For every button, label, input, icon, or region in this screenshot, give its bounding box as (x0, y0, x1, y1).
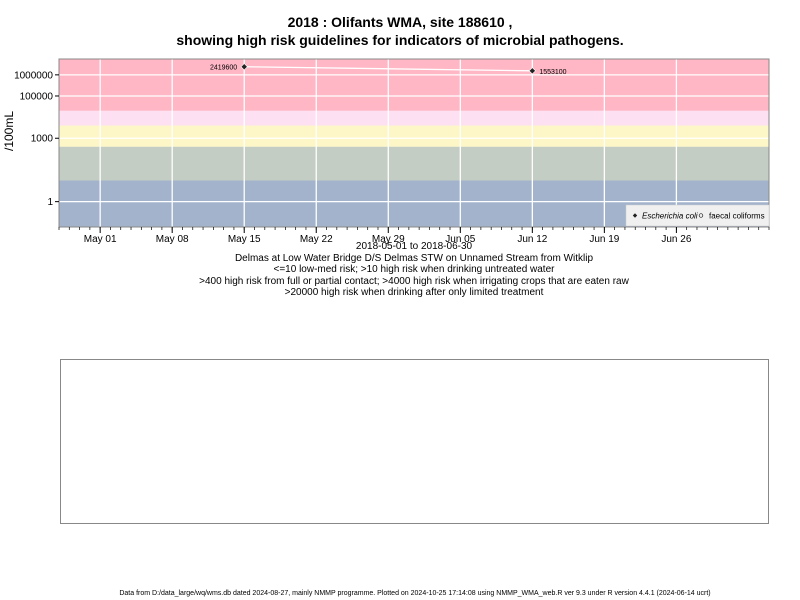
data-label-0-1: 1553100 (539, 69, 566, 76)
risk-band-3 (59, 110, 769, 126)
caption-date-range: 2018-05-01 to 2018-06-30 (355, 241, 473, 252)
risk-band-2 (59, 125, 769, 147)
risk-band-4 (59, 59, 769, 111)
legend-label-ecoli: Escherichia coli (642, 211, 698, 220)
y-tick-label-2: 100000 (20, 91, 54, 102)
x-tick-label-5: Jun 05 (445, 234, 475, 245)
chart-title-line2: showing high risk guidelines for indicat… (176, 32, 624, 48)
data-point-0-1 (528, 67, 536, 75)
chart-title-line1: 2018 : Olifants WMA, site 188610 , (287, 14, 513, 30)
caption-guideline-3: >20000 high risk when drinking after onl… (284, 287, 544, 298)
legend: Escherichia coli faecal coliforms (625, 204, 770, 227)
caption-site: Delmas at Low Water Bridge D/S Delmas ST… (234, 253, 594, 264)
x-tick-label-4: May 29 (372, 234, 405, 245)
x-tick-label-1: May 08 (156, 234, 189, 245)
x-tick-label-7: Jun 19 (589, 234, 619, 245)
risk-bands (59, 59, 769, 227)
legend-label-faecal: faecal coliforms (709, 211, 765, 220)
legend-marker-ecoli (632, 213, 638, 218)
x-tick-label-8: Jun 26 (661, 234, 691, 245)
legend-marker-faecal (698, 213, 704, 218)
chart-svg: May 01 May 08 May 15 May 22 May 29 Jun 05 Jun … (2, 58, 770, 245)
empty-plot-panel (60, 359, 769, 524)
x-tick-label-3: May 22 (300, 234, 333, 245)
data-series: 2419600 1553100 (210, 63, 567, 76)
x-axis: May 01 May 08 May 15 May 22 May 29 Jun 05 Jun … (58, 227, 770, 245)
y-tick-label-1: 1000 (31, 134, 54, 145)
y-tick-label-0: 1 (47, 197, 53, 208)
data-point-0-0 (240, 63, 248, 71)
data-source-footer: Data from D:/data_large/wq/wms.db dated … (119, 590, 711, 597)
risk-band-1 (59, 146, 769, 181)
caption-guideline-2: >400 high risk from full or partial cont… (199, 276, 629, 287)
grid-lines (59, 59, 769, 227)
caption-guideline-1: <=10 low-med risk; >10 high risk when dr… (273, 264, 555, 275)
y-axis: 1 1000 100000 1000000 (14, 70, 59, 208)
plot-frame (58, 58, 770, 228)
y-axis-label: /100mL (2, 111, 16, 151)
legend-box (625, 204, 770, 227)
x-tick-label-0: May 01 (84, 234, 117, 245)
series-line-0 (244, 66, 533, 72)
x-tick-label-6: Jun 12 (517, 234, 547, 245)
x-tick-label-2: May 15 (228, 234, 261, 245)
data-label-0-0: 2419600 (210, 65, 237, 72)
y-tick-label-3: 1000000 (14, 70, 53, 81)
